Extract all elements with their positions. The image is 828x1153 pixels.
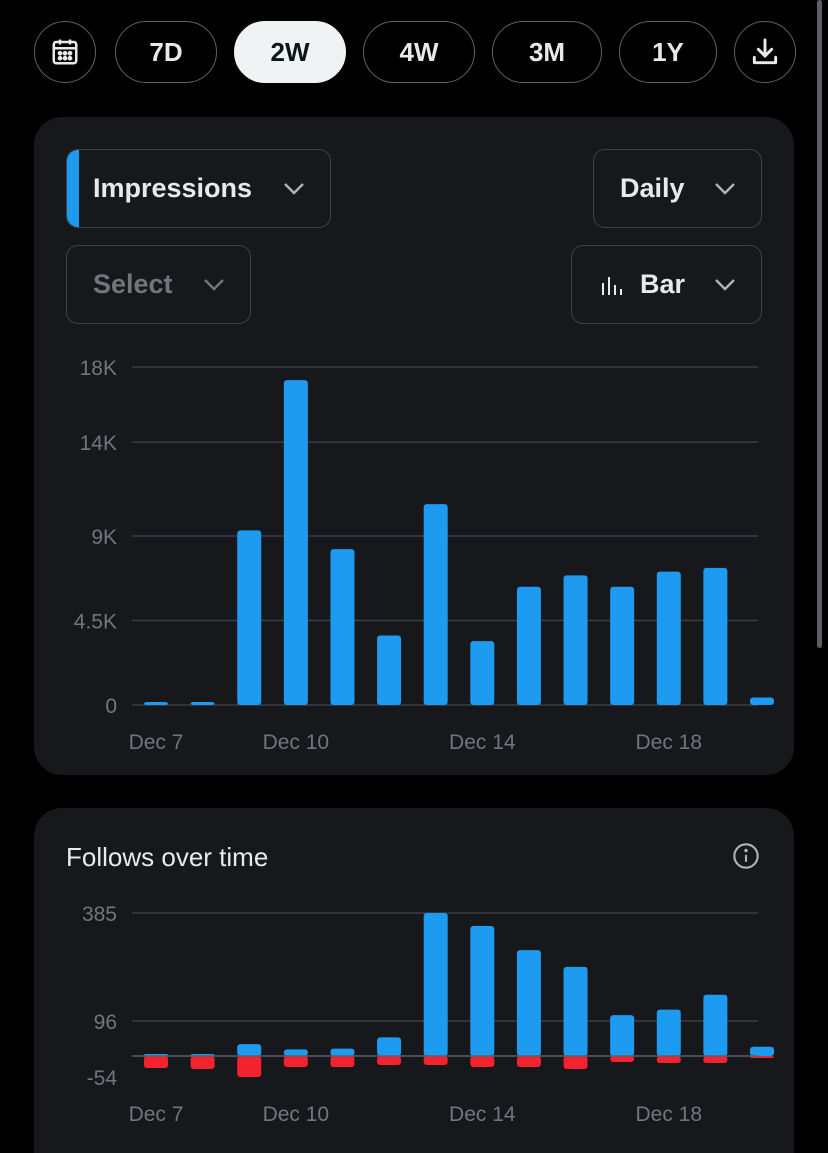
follows-loss-bar	[237, 1056, 262, 1077]
range-4w-button[interactable]: 4W	[363, 21, 475, 83]
follows-loss-bar	[470, 1056, 495, 1067]
chart-type-dropdown[interactable]: Bar	[571, 245, 762, 324]
follows-loss-bar	[703, 1056, 728, 1063]
impressions-bar	[190, 702, 215, 705]
x-tick-label: Dec 10	[263, 731, 330, 754]
compare-dropdown[interactable]: Select	[66, 245, 251, 324]
impressions-bar	[470, 641, 495, 705]
follows-gain-bar	[610, 1015, 635, 1056]
follows-gain-bar	[703, 994, 728, 1056]
impressions-card: Impressions Daily Select Bar 0 4.5K 9K 14K 1…	[34, 117, 794, 775]
impressions-bar	[144, 702, 168, 705]
x-tick-label: Dec 18	[635, 731, 702, 754]
y-tick-label: 9K	[91, 526, 117, 549]
follows-loss-bar	[610, 1056, 635, 1062]
follows-loss-bar	[330, 1056, 355, 1067]
follows-gain-bar	[470, 926, 495, 1056]
impressions-bar-chart: 0 4.5K 9K 14K 18K Dec 7 Dec 10 Dec 14 Dec 18	[74, 357, 774, 754]
y-tick-label: -54	[87, 1067, 118, 1090]
range-3m-button[interactable]: 3M	[492, 21, 602, 83]
metric-dropdown[interactable]: Impressions	[66, 149, 331, 228]
impressions-bar	[656, 571, 681, 705]
follows-card-title: Follows over time	[66, 842, 269, 872]
chevron-down-icon	[715, 278, 735, 291]
y-tick-label: 96	[94, 1011, 117, 1034]
bar-chart-icon	[602, 276, 622, 295]
x-tick-label: Dec 7	[129, 731, 184, 754]
follows-loss-bar	[656, 1056, 681, 1063]
follows-loss-bar	[516, 1056, 541, 1067]
follows-gain-bar	[237, 1044, 262, 1056]
follows-card: Follows over time -54 96 385 Dec 7 Dec 10 Dec…	[34, 808, 794, 1153]
calendar-button[interactable]	[34, 21, 96, 83]
chart-type-label: Bar	[640, 269, 686, 299]
range-7d-button[interactable]: 7D	[115, 21, 217, 83]
compare-dropdown-placeholder: Select	[93, 269, 173, 299]
scrollbar[interactable]	[817, 0, 822, 648]
x-tick-label: Dec 18	[635, 1103, 702, 1126]
follows-loss-bar	[283, 1056, 308, 1067]
follows-gain-bar	[423, 913, 448, 1056]
y-tick-label: 14K	[80, 432, 117, 455]
y-tick-label: 4.5K	[74, 611, 117, 634]
x-tick-label: Dec 14	[449, 1103, 516, 1126]
impressions-bar	[423, 504, 448, 705]
x-tick-label: Dec 7	[129, 1103, 184, 1126]
follows-bar-chart: -54 96 385 Dec 7 Dec 10 Dec 14 Dec 18	[82, 903, 774, 1126]
y-tick-label: 18K	[80, 357, 117, 380]
chevron-down-icon	[715, 182, 735, 195]
follows-gain-bar	[330, 1048, 355, 1056]
follows-loss-bar	[144, 1056, 168, 1068]
follows-loss-bar	[377, 1056, 402, 1065]
x-tick-label: Dec 10	[263, 1103, 330, 1126]
y-tick-label: 385	[82, 903, 117, 926]
metric-dropdown-label: Impressions	[93, 173, 253, 203]
impressions-bar	[563, 575, 588, 705]
interval-dropdown[interactable]: Daily	[593, 149, 762, 228]
date-range-selector: 7D 2W 4W 3M 1Y	[34, 21, 796, 85]
follows-gain-bar	[656, 1009, 681, 1056]
follows-loss-bar	[423, 1056, 448, 1065]
impressions-bar	[283, 380, 308, 705]
interval-dropdown-label: Daily	[620, 173, 685, 203]
follows-gain-bar	[563, 966, 588, 1056]
info-icon[interactable]	[732, 842, 760, 870]
follows-gain-bar	[750, 1046, 774, 1056]
download-icon	[752, 38, 778, 65]
follows-gain-bar	[377, 1037, 402, 1056]
follows-gain-bar	[516, 950, 541, 1056]
follows-loss-bar	[563, 1056, 588, 1069]
impressions-bar	[377, 635, 402, 705]
download-button[interactable]	[734, 21, 796, 83]
y-tick-label: 0	[105, 695, 117, 718]
chevron-down-icon	[204, 278, 224, 291]
range-2w-button[interactable]: 2W	[234, 21, 346, 83]
follows-loss-bar	[190, 1056, 215, 1069]
x-tick-label: Dec 14	[449, 731, 516, 754]
range-1y-button[interactable]: 1Y	[619, 21, 717, 83]
follows-gain-bar	[283, 1049, 308, 1056]
impressions-bar	[610, 586, 635, 705]
impressions-bar	[237, 530, 262, 705]
impressions-bar	[703, 567, 728, 705]
impressions-bar	[330, 549, 355, 705]
impressions-bar	[516, 586, 541, 705]
metric-color-swatch	[67, 150, 79, 227]
chevron-down-icon	[284, 182, 304, 195]
impressions-bar	[750, 697, 774, 705]
calendar-icon	[52, 39, 78, 65]
